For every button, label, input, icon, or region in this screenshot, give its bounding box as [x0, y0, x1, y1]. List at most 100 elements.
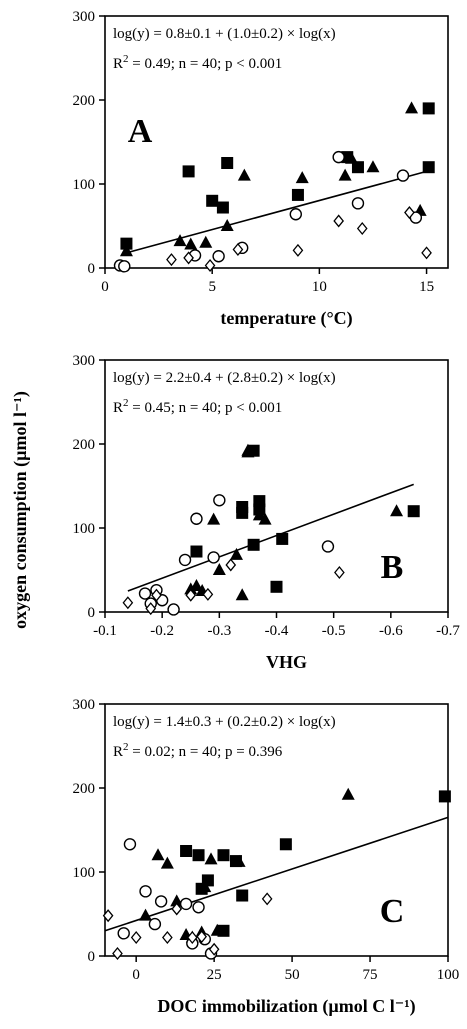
x-tick-label: 0	[101, 279, 109, 295]
regression-equation: log(y) = 0.8±0.1 + (1.0±0.2) × log(x)	[113, 26, 336, 42]
data-point-circle	[321, 540, 335, 553]
data-point-square	[276, 532, 289, 545]
data-point-square	[221, 157, 234, 169]
data-point-triangle	[237, 168, 251, 181]
data-point-triangle	[232, 854, 246, 867]
data-point-circle	[118, 260, 131, 273]
data-point-diamond	[122, 596, 134, 610]
data-point-triangle	[173, 234, 187, 247]
data-point-square	[236, 889, 249, 902]
y-tick-label: 100	[73, 177, 96, 193]
x-tick-label: 15	[419, 279, 434, 295]
regression-line	[104, 816, 449, 932]
data-point-circle	[332, 150, 345, 164]
y-tick-label: 300	[73, 353, 96, 369]
data-point-diamond	[292, 243, 304, 257]
data-point-circle	[207, 551, 220, 564]
regression-equation: log(y) = 1.4±0.3 + (0.2±0.2) × log(x)	[113, 714, 336, 730]
data-point-circle	[212, 250, 225, 263]
data-point-square	[291, 188, 304, 201]
panel-label: C	[380, 893, 405, 930]
x-tick-label: -0.5	[322, 623, 346, 639]
data-point-square	[279, 838, 292, 851]
data-point-diamond	[261, 892, 273, 906]
data-point-diamond	[334, 565, 345, 580]
data-point-circle	[154, 895, 168, 908]
data-point-triangle	[204, 852, 218, 865]
x-tick-label: -0.3	[207, 623, 231, 639]
data-point-square	[351, 161, 364, 174]
data-point-circle	[192, 901, 205, 914]
data-point-diamond	[162, 930, 173, 945]
y-tick-label: 200	[73, 781, 96, 797]
regression-equation: log(y) = 2.2±0.4 + (2.8±0.2) × log(x)	[113, 370, 336, 386]
data-point-triangle	[390, 504, 404, 517]
data-point-triangle	[119, 244, 133, 257]
data-point-square	[422, 102, 435, 115]
data-point-triangle	[235, 588, 249, 601]
x-tick-label: 25	[207, 967, 222, 983]
data-point-triangle	[198, 880, 212, 893]
data-point-diamond	[130, 930, 142, 945]
panel-label: B	[381, 549, 404, 586]
data-point-circle	[138, 587, 152, 600]
data-point-square	[247, 538, 260, 551]
data-point-diamond	[145, 602, 157, 616]
data-point-square	[180, 845, 193, 857]
y-tick-label: 200	[73, 93, 96, 109]
data-point-diamond	[102, 909, 114, 923]
data-point-triangle	[212, 563, 226, 575]
data-point-triangle	[241, 443, 255, 456]
data-point-circle	[178, 553, 192, 567]
data-point-triangle	[366, 160, 380, 173]
data-point-triangle	[295, 171, 309, 184]
data-point-circle	[179, 897, 193, 911]
data-point-triangle	[199, 235, 213, 248]
data-point-diamond	[204, 258, 216, 273]
x-axis-label: VHG	[266, 652, 307, 672]
data-point-square	[236, 506, 249, 519]
data-point-triangle	[229, 547, 243, 560]
x-tick-label: 75	[363, 967, 378, 983]
data-point-diamond	[171, 902, 183, 916]
panel-a: 0 100 200 300 0 5 10 15 temperature (°C) log(y) =…	[73, 9, 449, 329]
data-point-circle	[289, 208, 302, 221]
x-tick-label: -0.2	[150, 623, 174, 639]
data-point-diamond	[112, 946, 123, 961]
plot-frame	[104, 703, 449, 957]
x-tick-label: 100	[437, 967, 460, 983]
data-point-square	[182, 165, 195, 178]
y-tick-label: 300	[73, 9, 96, 25]
regression-line	[127, 483, 414, 592]
data-point-diamond	[404, 206, 415, 220]
x-axis-label: temperature (°C)	[220, 308, 352, 329]
data-point-triangle	[189, 578, 203, 591]
panel-b: 0 100 200 300 -0.1 -0.2 -0.3 -0.4 -0.5 -0.6 -0.7 VH…	[73, 353, 461, 672]
y-tick-label: 300	[73, 697, 96, 713]
data-point-diamond	[183, 251, 194, 265]
x-tick-label: -0.4	[265, 623, 289, 639]
data-point-square	[422, 161, 435, 174]
data-point-triangle	[207, 512, 221, 525]
data-point-square	[407, 505, 420, 518]
data-point-square	[216, 201, 229, 214]
x-tick-label: -0.1	[93, 623, 117, 639]
y-tick-label: 0	[88, 261, 96, 277]
data-point-circle	[396, 169, 410, 182]
data-point-square	[190, 545, 203, 558]
data-point-triangle	[151, 848, 165, 861]
data-point-square	[270, 580, 283, 593]
data-point-diamond	[333, 214, 345, 228]
data-point-circle	[148, 917, 162, 931]
data-point-circle	[213, 494, 226, 507]
y-tick-label: 0	[88, 605, 96, 621]
x-axis-label: DOC immobilization (µmol C l⁻¹)	[157, 996, 415, 1017]
plot-frame	[104, 15, 449, 269]
data-point-diamond	[151, 588, 162, 602]
data-point-square	[120, 237, 133, 250]
y-tick-label: 100	[73, 521, 96, 537]
data-point-triangle	[160, 856, 174, 869]
data-point-triangle	[220, 219, 234, 231]
y-tick-label: 100	[73, 865, 96, 881]
data-point-diamond	[186, 930, 198, 945]
